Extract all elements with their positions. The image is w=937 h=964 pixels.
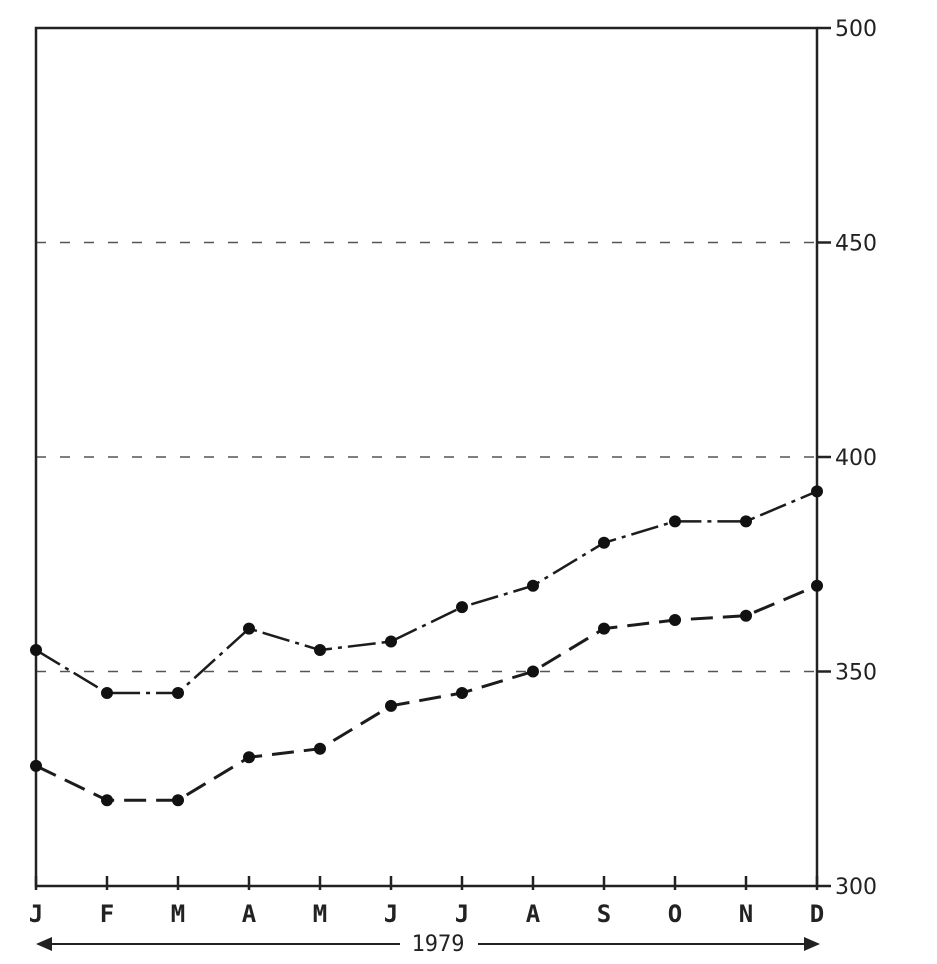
series-2-point-0 [30,759,42,772]
series-1-point-1 [101,686,113,699]
series-1-point-4 [314,644,326,657]
series-2-point-11 [811,579,823,592]
x-tick-label-5: J [384,900,398,928]
y-tick-label-450: 450 [835,232,877,257]
series-2-point-2 [172,794,184,807]
y-tick-label-350: 350 [835,661,877,686]
y-tick-label-400: 400 [835,446,877,471]
x-tick-label-9: O [668,900,682,928]
year-span: 1979 [36,932,820,957]
x-tick-label-11: D [810,900,824,928]
series-2-point-3 [243,751,255,764]
year-label: 1979 [412,932,465,957]
series-line-1 [35,490,818,695]
series-1-point-8 [598,536,610,549]
year-span-arrow-right [804,937,820,951]
series-2-point-6 [456,686,468,699]
series-line-2 [35,584,818,802]
series-1-point-0 [30,644,42,657]
x-tick-label-4: M [313,900,327,928]
y-tick-label-300: 300 [835,875,877,900]
y-axis: 300 350 400 450 500 [817,17,877,900]
series-2-point-7 [527,665,539,678]
x-tick-label-10: N [739,900,753,928]
series-1-point-3 [243,622,255,635]
series-layer [30,485,823,807]
series-1-point-10 [740,515,752,528]
series-1-point-7 [527,579,539,592]
series-1-point-5 [385,635,397,648]
x-tick-label-1: F [100,900,114,928]
y-tick-label-500: 500 [835,17,877,42]
gridlines [36,241,817,673]
x-tick-label-3: A [242,900,257,928]
series-2-point-4 [314,742,326,755]
series-2-point-8 [598,622,610,635]
year-span-arrow-left [36,937,52,951]
series-1-point-9 [669,515,681,528]
series-2-point-9 [669,614,681,627]
series-2-point-1 [101,794,113,807]
series-1-point-11 [811,485,823,498]
x-tick-label-6: J [455,900,469,928]
x-tick-label-7: A [526,900,541,928]
series-1-point-2 [172,686,184,699]
x-tick-label-8: S [597,900,611,928]
series-2-point-10 [740,609,752,622]
series-2-point-5 [385,699,397,712]
x-tick-label-2: M [171,900,185,928]
series-1-point-6 [456,601,468,614]
x-tick-label-0: J [29,900,43,928]
